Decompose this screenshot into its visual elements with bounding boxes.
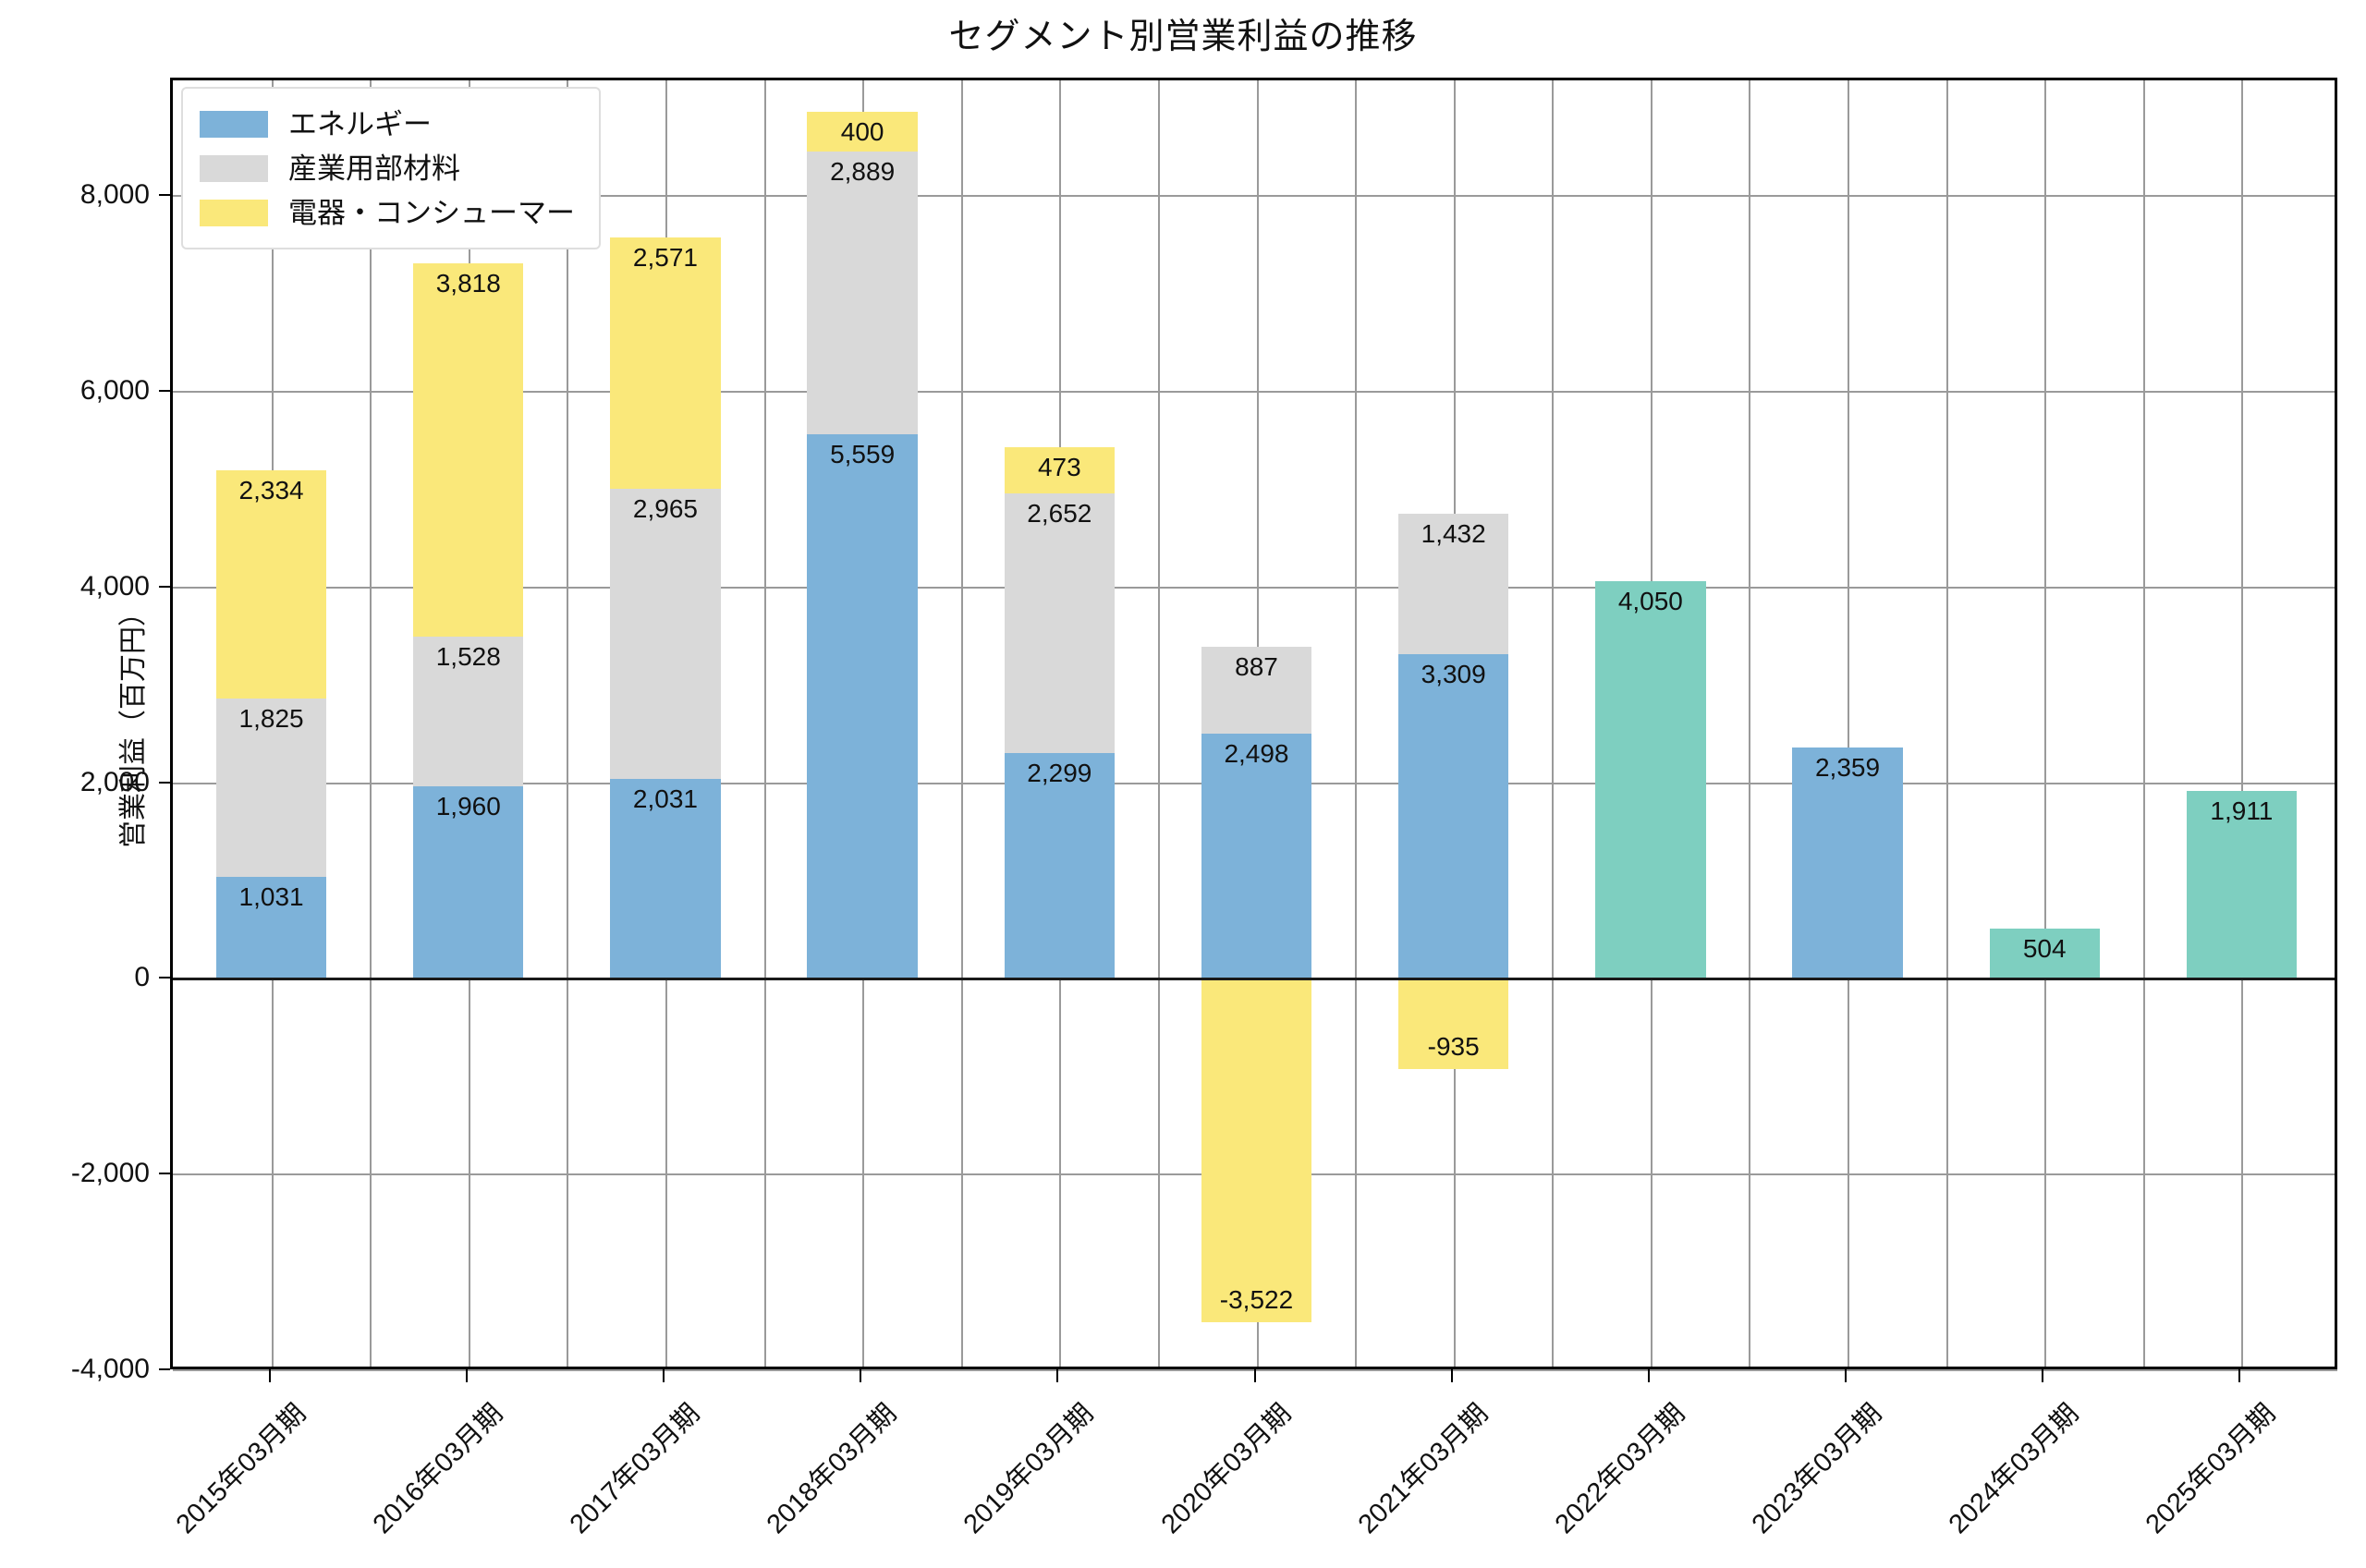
axis-bottom-spine	[173, 1367, 2337, 1369]
gridline-vertical	[1945, 78, 1948, 1369]
y-tick-mark	[159, 1368, 170, 1370]
y-tick-label: 6,000	[79, 374, 150, 406]
bar-industrial[interactable]	[610, 489, 721, 780]
gridline-vertical-center	[2241, 78, 2244, 1369]
gridline-vertical	[960, 78, 963, 1369]
bar-industrial[interactable]	[215, 698, 327, 878]
gridline-horizontal	[173, 586, 2337, 589]
plot-area: 1,031 1,825 2,334 1,960 1,528 3,818 2,031 2,965…	[170, 78, 2337, 1371]
y-axis-title: 営業利益（百万円）	[118, 599, 149, 848]
legend-label: エネルギー	[288, 107, 432, 140]
bar-energy[interactable]	[807, 433, 918, 978]
bar-industrial[interactable]	[807, 151, 918, 434]
bar-industrial[interactable]	[1201, 646, 1312, 734]
legend-rows: エネルギー産業用部材料電器・コンシューマー	[200, 102, 575, 235]
bar-other[interactable]	[1595, 581, 1706, 978]
bar-consumer[interactable]	[1201, 978, 1312, 1323]
y-tick-label: 4,000	[79, 570, 150, 602]
x-tick-mark	[1450, 1369, 1453, 1382]
bar-industrial[interactable]	[1397, 514, 1509, 654]
bar-consumer[interactable]	[1397, 978, 1509, 1070]
y-tick-label: 8,000	[79, 179, 150, 211]
gridline-vertical-center	[1848, 78, 1850, 1369]
x-tick-mark	[465, 1369, 468, 1382]
x-tick-mark	[2042, 1369, 2044, 1382]
gridline-vertical	[1552, 78, 1555, 1369]
x-tick-mark	[1647, 1369, 1650, 1382]
bar-energy[interactable]	[610, 779, 721, 978]
bar-industrial[interactable]	[1004, 493, 1115, 753]
x-tick-label: 2022年03月期	[1549, 1398, 1691, 1540]
legend-swatch-icon	[200, 199, 268, 226]
y-tick-mark	[159, 1173, 170, 1175]
legend-label: 電器・コンシューマー	[288, 196, 575, 229]
gridline-vertical	[2142, 78, 2145, 1369]
x-tick-mark	[1056, 1369, 1059, 1382]
x-tick-mark	[1253, 1369, 1256, 1382]
x-tick-label: 2024年03月期	[1943, 1398, 2085, 1540]
axis-top-spine	[173, 78, 2337, 80]
chart-title: セグメント別営業利益の推移	[948, 18, 1418, 56]
gridline-vertical	[1749, 78, 1751, 1369]
bar-energy[interactable]	[1792, 747, 1903, 978]
legend-swatch-icon	[200, 154, 268, 182]
x-tick-mark	[268, 1369, 271, 1382]
x-tick-mark	[662, 1369, 665, 1382]
bar-energy[interactable]	[1201, 733, 1312, 978]
x-tick-label: 2020年03月期	[1155, 1398, 1297, 1540]
x-tick-label: 2025年03月期	[2140, 1398, 2282, 1540]
x-tick-label: 2019年03月期	[958, 1398, 1100, 1540]
bar-energy[interactable]	[413, 785, 524, 978]
y-axis-title-wrapper: 営業利益（百万円）	[13, 78, 149, 1369]
y-tick-label: 0	[134, 962, 150, 993]
bar-energy[interactable]	[1397, 653, 1509, 978]
bar-consumer[interactable]	[1004, 446, 1115, 493]
x-tick-label: 2016年03月期	[367, 1398, 509, 1540]
x-tick-label: 2017年03月期	[564, 1398, 706, 1540]
y-tick-label: -4,000	[70, 1354, 150, 1384]
bar-energy[interactable]	[215, 877, 327, 978]
x-tick-mark	[860, 1369, 862, 1382]
zero-line	[173, 978, 2337, 981]
bar-industrial[interactable]	[413, 636, 524, 786]
gridline-vertical	[1157, 78, 1160, 1369]
bar-other[interactable]	[2186, 790, 2298, 978]
x-tick-label: 2021年03月期	[1352, 1398, 1494, 1540]
x-tick-mark	[1845, 1369, 1848, 1382]
legend-label: 産業用部材料	[288, 152, 460, 185]
y-tick-mark	[159, 977, 170, 979]
gridline-horizontal	[173, 390, 2337, 393]
chart-legend: エネルギー産業用部材料電器・コンシューマー	[181, 87, 601, 249]
legend-item[interactable]: 電器・コンシューマー	[200, 190, 575, 235]
bar-consumer[interactable]	[413, 262, 524, 637]
gridline-vertical	[370, 78, 372, 1369]
gridline-vertical	[1355, 78, 1358, 1369]
x-tick-label: 2018年03月期	[761, 1398, 903, 1540]
bar-other[interactable]	[1989, 928, 2100, 978]
bar-energy[interactable]	[1004, 752, 1115, 978]
x-tick-label: 2015年03月期	[170, 1398, 311, 1540]
bar-consumer[interactable]	[807, 112, 918, 152]
legend-item[interactable]: エネルギー	[200, 102, 575, 146]
legend-swatch-icon	[200, 110, 268, 138]
legend-item[interactable]: 産業用部材料	[200, 146, 575, 190]
gridline-vertical	[567, 78, 569, 1369]
y-tick-label: 2,000	[79, 766, 150, 797]
x-tick-mark	[2238, 1369, 2241, 1382]
gridline-horizontal	[173, 195, 2337, 198]
y-tick-mark	[159, 781, 170, 784]
gridline-vertical-center	[2044, 78, 2047, 1369]
plot-inner: 1,031 1,825 2,334 1,960 1,528 3,818 2,031 2,965…	[173, 78, 2337, 1371]
bar-consumer[interactable]	[215, 469, 327, 699]
y-tick-mark	[159, 194, 170, 197]
y-tick-label: -2,000	[70, 1158, 150, 1189]
gridline-vertical	[763, 78, 766, 1369]
y-tick-mark	[159, 585, 170, 588]
bar-consumer[interactable]	[610, 237, 721, 490]
axis-right-spine	[2335, 78, 2337, 1369]
x-tick-label: 2023年03月期	[1746, 1398, 1888, 1540]
y-tick-mark	[159, 389, 170, 392]
